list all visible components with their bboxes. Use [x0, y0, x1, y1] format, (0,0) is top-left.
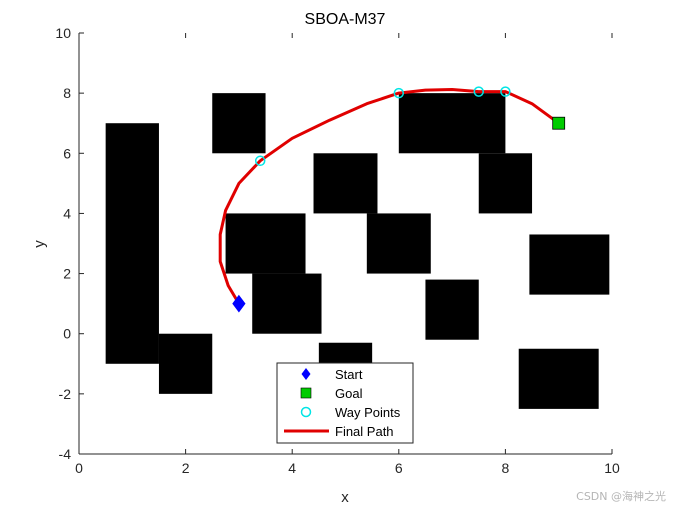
legend: Start Goal Way Points Final Path	[276, 362, 414, 444]
legend-goal-symbol	[300, 387, 312, 399]
obstacle-3	[212, 93, 266, 154]
y-tick-label: 2	[63, 266, 71, 282]
y-tick-label: 4	[63, 205, 71, 221]
obstacle-7	[366, 213, 431, 274]
axes: 0 2 4 6 8 10 -4 -2 0 2 4 6 8 10	[55, 25, 620, 476]
final-path-line	[218, 88, 561, 306]
obstacle-2	[158, 333, 213, 394]
start-marker	[232, 294, 246, 313]
y-tick-label: 0	[63, 326, 71, 342]
watermark: CSDN @海神之光	[576, 490, 666, 503]
way-point-marker	[393, 87, 405, 99]
legend-way-points-symbol	[300, 406, 312, 418]
obstacle-1	[105, 123, 159, 364]
legend-label: Way Points	[335, 405, 401, 420]
x-tick-label: 10	[604, 460, 620, 476]
y-tick-label: -4	[59, 446, 72, 462]
legend-label: Final Path	[335, 424, 394, 439]
legend-start-symbol	[301, 368, 311, 380]
obstacle-8	[318, 342, 373, 364]
y-axis-label: y	[31, 240, 48, 248]
obstacle-13	[518, 348, 599, 409]
x-tick-label: 4	[288, 460, 296, 476]
x-tick-label: 8	[502, 460, 510, 476]
obstacle-5	[252, 273, 322, 334]
way-point-marker	[254, 155, 266, 167]
y-tick-label: 6	[63, 145, 71, 161]
goal-marker	[552, 116, 566, 130]
way-point-marker	[500, 86, 511, 97]
obstacle-6	[313, 153, 378, 214]
chart-title: SBOA-M37	[305, 11, 386, 28]
series-layer	[218, 86, 566, 313]
y-tick-label: -2	[59, 386, 72, 402]
x-tick-label: 2	[182, 460, 190, 476]
obstacle-12	[529, 234, 610, 295]
legend-label: Goal	[335, 386, 363, 401]
x-tick-label: 0	[75, 460, 83, 476]
x-axis-label: x	[341, 489, 349, 506]
obstacles	[105, 93, 610, 409]
legend-label: Start	[335, 367, 363, 382]
y-tick-label: 10	[55, 25, 71, 41]
obstacle-10	[478, 153, 533, 214]
y-tick-label: 8	[63, 85, 71, 101]
way-point-marker	[473, 86, 484, 97]
obstacle-4	[225, 213, 306, 274]
x-tick-label: 6	[395, 460, 403, 476]
obstacle-11	[425, 279, 479, 340]
obstacle-9	[398, 93, 506, 154]
